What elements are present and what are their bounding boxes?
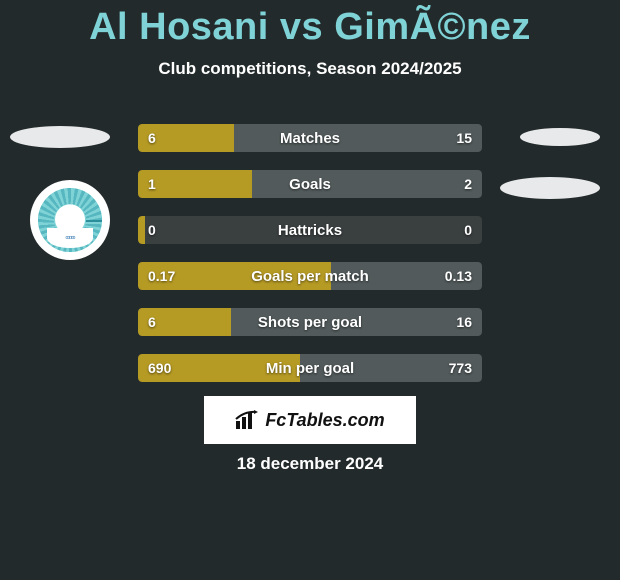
stat-value-left: 0	[148, 216, 156, 244]
stat-row: Goals per match0.170.13	[138, 262, 482, 290]
bar-left-fill	[138, 308, 231, 336]
stat-row: Matches615	[138, 124, 482, 152]
bar-right-fill	[252, 170, 482, 198]
chart-bars-icon	[235, 409, 261, 431]
subtitle: Club competitions, Season 2024/2025	[0, 59, 620, 79]
bar-left-fill	[138, 170, 252, 198]
stat-row: Min per goal690773	[138, 354, 482, 382]
bar-right-fill	[300, 354, 482, 382]
player-right-silhouette-1	[520, 128, 600, 146]
bar-left-fill	[138, 124, 234, 152]
page-title: Al Hosani vs GimÃ©nez	[0, 0, 620, 49]
date-text: 18 december 2024	[0, 454, 620, 474]
bar-right-fill	[331, 262, 482, 290]
bar-right-fill	[234, 124, 482, 152]
player-left-silhouette	[10, 126, 110, 148]
player-right-silhouette-2	[500, 177, 600, 199]
brand-box: FcTables.com	[204, 396, 416, 444]
stat-row: Shots per goal616	[138, 308, 482, 336]
stat-value-right: 0	[464, 216, 472, 244]
comparison-bars: Matches615 Goals12 Hattricks0 0 Goals per ma…	[138, 124, 482, 400]
stat-row: Hattricks0 0	[138, 216, 482, 244]
stat-row: Goals12	[138, 170, 482, 198]
club-badge-left: ooooo	[30, 180, 110, 260]
bar-left-fill	[138, 354, 300, 382]
bar-left-fill	[138, 216, 145, 244]
olympic-rings-icon: ooooo	[66, 235, 75, 241]
brand-text: FcTables.com	[265, 410, 384, 431]
bar-left-fill	[138, 262, 331, 290]
bar-right-fill	[231, 308, 482, 336]
stat-label: Hattricks	[138, 216, 482, 244]
